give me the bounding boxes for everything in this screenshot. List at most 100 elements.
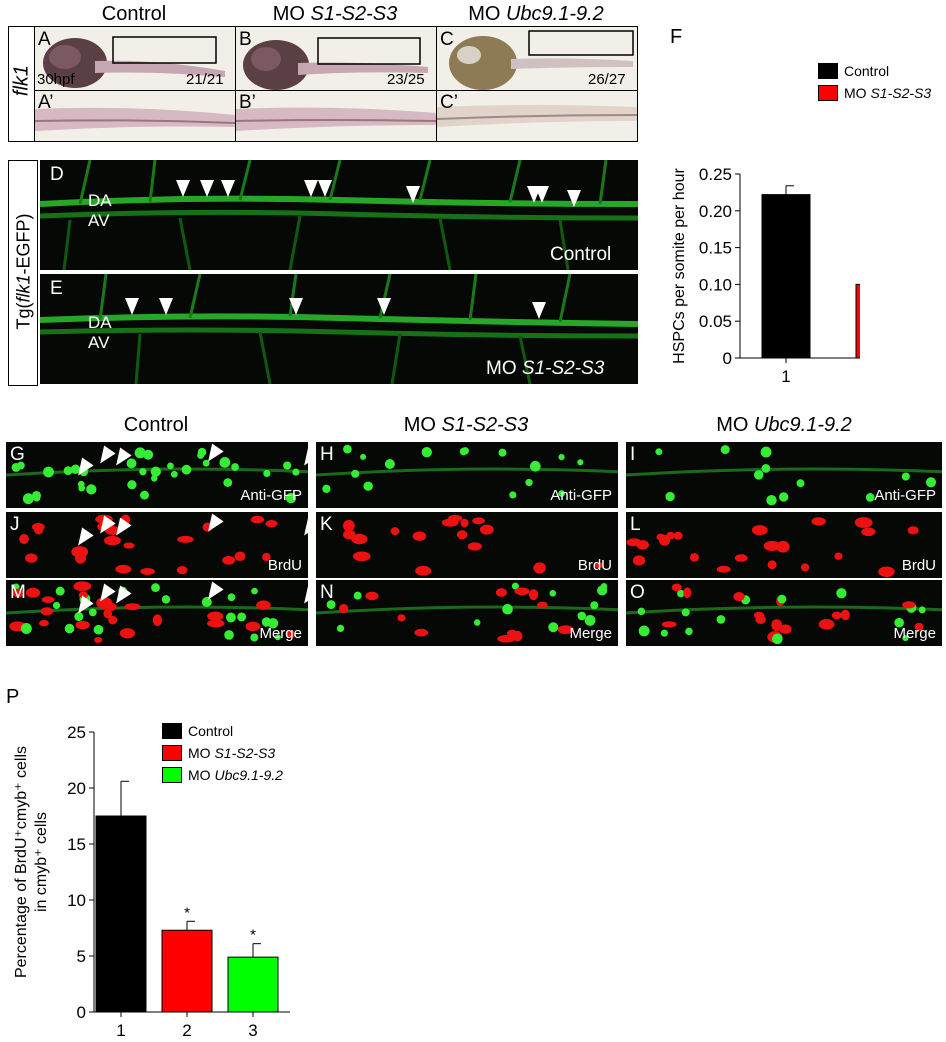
da-label-e: DA bbox=[88, 313, 112, 332]
gfp-cell bbox=[237, 612, 247, 622]
brdu-cell bbox=[12, 588, 24, 598]
brdu-cell bbox=[632, 555, 646, 566]
brdu-cell bbox=[753, 611, 765, 619]
y-axis-label: HSPCs per somite per hour bbox=[671, 168, 688, 364]
brdu-cell bbox=[811, 517, 826, 526]
brdu-cell bbox=[19, 534, 29, 544]
brdu-cell bbox=[103, 608, 113, 619]
brdu-cell bbox=[673, 531, 683, 540]
brdu-cell bbox=[234, 551, 246, 561]
legend-label: MO S1-S2-S3 bbox=[844, 85, 931, 101]
col-header-control: Control bbox=[101, 3, 167, 25]
brdu-cell bbox=[840, 609, 850, 621]
brdu-cell bbox=[71, 546, 89, 558]
stain-label: BrdU bbox=[577, 557, 612, 574]
legend-swatch bbox=[162, 767, 182, 783]
col-header-morpholino: S1-S2-S3 bbox=[310, 3, 398, 25]
brdu-cell bbox=[124, 603, 141, 611]
gfp-cell bbox=[548, 622, 559, 633]
gfp-cell bbox=[55, 586, 65, 596]
gfp-cell bbox=[251, 587, 258, 595]
brdu-panel-image bbox=[6, 580, 308, 646]
panel-letter: K bbox=[320, 514, 333, 535]
gfp-cell bbox=[250, 633, 259, 642]
gfp-cell bbox=[79, 467, 89, 477]
gfp-cell bbox=[584, 614, 596, 626]
brdu-cell bbox=[262, 552, 271, 562]
legend-label-morpholino: S1-S2-S3 bbox=[870, 85, 932, 101]
brdu-cell bbox=[245, 621, 261, 632]
stain-label: BrdU bbox=[901, 557, 936, 574]
panel-a-prime-tail bbox=[34, 90, 236, 142]
brdu-cell bbox=[339, 603, 349, 614]
brdu-cell bbox=[115, 564, 132, 574]
gfp-cell bbox=[558, 454, 565, 461]
brdu-cell bbox=[716, 565, 731, 573]
count-a: 21/21 bbox=[186, 71, 224, 88]
brdu-cell bbox=[495, 588, 507, 597]
y-axis-label: in cmyb⁺ cells bbox=[33, 812, 50, 912]
gfp-cell bbox=[140, 490, 149, 500]
arrowhead bbox=[125, 298, 139, 315]
gfp-cell bbox=[353, 591, 362, 600]
brdu-cell bbox=[120, 514, 131, 525]
brdu-panel-image bbox=[6, 442, 308, 508]
y-tick-label: 25 bbox=[67, 723, 86, 742]
brdu-cell bbox=[343, 519, 355, 532]
transgenic-label: Tg(flk1-EGFP) bbox=[14, 174, 35, 370]
brdu-cell bbox=[176, 566, 188, 575]
gfp-cell bbox=[665, 491, 675, 502]
stain-label: Anti-GFP bbox=[874, 487, 936, 504]
gfp-cell bbox=[93, 624, 104, 635]
gfp-cell bbox=[167, 462, 174, 470]
panel-a-embryo bbox=[34, 26, 236, 92]
brdu-cell bbox=[207, 611, 224, 621]
legend-swatch bbox=[818, 85, 838, 101]
gfp-cell bbox=[902, 635, 909, 642]
gfp-cell bbox=[925, 477, 937, 488]
legend-item: MO S1-S2-S3 bbox=[162, 742, 283, 764]
legend-swatch bbox=[818, 63, 838, 79]
row3-header-morpholino: Ubc9.1-9.2 bbox=[753, 414, 852, 436]
legend-label-pre: MO bbox=[844, 85, 871, 101]
brdu-cell bbox=[351, 533, 368, 545]
gfp-cell bbox=[52, 601, 61, 610]
gfp-cell bbox=[263, 469, 271, 478]
y-tick-label: 15 bbox=[67, 835, 86, 854]
x-tick-label: 1 bbox=[116, 1021, 125, 1040]
gfp-cell bbox=[918, 606, 926, 614]
gfp-cell bbox=[777, 594, 787, 604]
brdu-cell bbox=[533, 562, 546, 574]
gfp-cell bbox=[498, 448, 507, 457]
embryo-a-image bbox=[43, 36, 225, 88]
brdu-cell bbox=[152, 614, 163, 626]
cell-image bbox=[316, 582, 618, 643]
gfp-cell bbox=[638, 625, 650, 637]
brdu-cell bbox=[767, 560, 777, 570]
stain-label: Anti-GFP bbox=[550, 487, 612, 504]
panel-letter-f: F bbox=[670, 26, 683, 48]
col-header-morpholino: Ubc9.1-9.2 bbox=[505, 3, 604, 25]
panel-letter: M bbox=[10, 582, 26, 603]
col-header-mo-s1s2s3: MO S1-S2-S3 bbox=[236, 3, 434, 26]
gfp-cell bbox=[655, 448, 663, 456]
stain-label: Merge bbox=[893, 625, 936, 642]
brdu-cell bbox=[95, 514, 113, 524]
row3-header-control: Control bbox=[123, 414, 189, 436]
cell-image bbox=[6, 447, 308, 505]
brdu-cell bbox=[222, 555, 236, 565]
legend-label: Control bbox=[844, 63, 890, 79]
stain-label: Merge bbox=[259, 625, 302, 642]
cell-image bbox=[316, 444, 618, 499]
y-tick-label: 0.15 bbox=[699, 239, 732, 258]
gfp-cell bbox=[529, 460, 541, 472]
brdu-cell bbox=[75, 620, 90, 630]
transgenic-label-pre: Tg( bbox=[13, 302, 34, 330]
brdu-cell bbox=[123, 542, 135, 549]
brdu-cell bbox=[659, 534, 671, 546]
brdu-cell bbox=[97, 521, 115, 532]
da-label-d: DA bbox=[88, 191, 112, 210]
brdu-cell bbox=[103, 535, 121, 546]
panel-letter-p: P bbox=[6, 686, 20, 708]
stain-label: BrdU bbox=[267, 557, 302, 574]
